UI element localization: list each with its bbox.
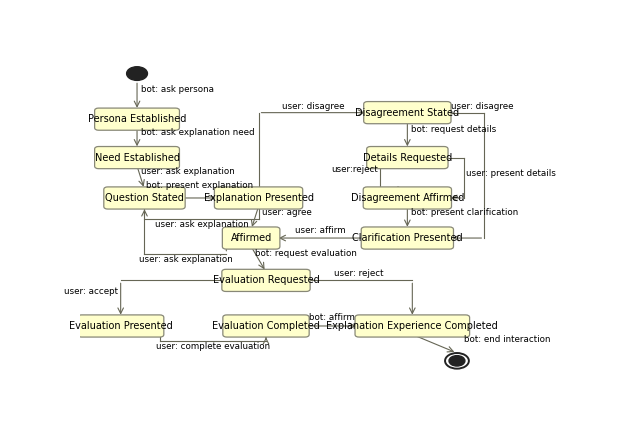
Text: Need Established: Need Established	[95, 153, 180, 162]
Text: Evaluation Completed: Evaluation Completed	[212, 321, 320, 331]
Text: Question Stated: Question Stated	[105, 193, 184, 203]
FancyBboxPatch shape	[367, 146, 448, 169]
Text: user: agree: user: agree	[262, 208, 312, 217]
Text: user: disagree: user: disagree	[282, 102, 344, 111]
Text: bot: request evaluation: bot: request evaluation	[255, 249, 356, 258]
FancyBboxPatch shape	[223, 315, 309, 337]
Text: bot: present explanation: bot: present explanation	[146, 181, 253, 190]
FancyBboxPatch shape	[104, 187, 185, 209]
Text: Evaluation Presented: Evaluation Presented	[68, 321, 173, 331]
FancyBboxPatch shape	[77, 315, 164, 337]
Text: Explanation Presented: Explanation Presented	[204, 193, 314, 203]
Text: user: reject: user: reject	[335, 269, 384, 278]
Text: bot: ask explanation need: bot: ask explanation need	[141, 128, 254, 137]
Text: bot: present clarification: bot: present clarification	[411, 208, 518, 217]
Text: user: ask explanation: user: ask explanation	[155, 220, 248, 229]
Circle shape	[127, 67, 147, 80]
FancyBboxPatch shape	[214, 187, 303, 209]
Text: Details Requested: Details Requested	[363, 153, 452, 162]
Text: Evaluation Requested: Evaluation Requested	[212, 275, 319, 286]
Text: user: affirm: user: affirm	[295, 226, 346, 236]
FancyBboxPatch shape	[364, 187, 451, 209]
FancyBboxPatch shape	[222, 227, 280, 249]
FancyBboxPatch shape	[222, 269, 310, 291]
FancyBboxPatch shape	[95, 146, 179, 169]
Text: Explanation Experience Completed: Explanation Experience Completed	[326, 321, 498, 331]
FancyBboxPatch shape	[364, 102, 451, 124]
Text: Persona Established: Persona Established	[88, 114, 186, 124]
FancyBboxPatch shape	[95, 108, 179, 130]
Text: bot: ask persona: bot: ask persona	[141, 85, 214, 94]
Text: bot: affirm: bot: affirm	[309, 313, 355, 322]
Text: user:reject: user:reject	[332, 165, 378, 173]
Text: user: present details: user: present details	[466, 169, 556, 178]
Text: Affirmed: Affirmed	[230, 233, 272, 243]
FancyBboxPatch shape	[361, 227, 454, 249]
Text: Clarification Presented: Clarification Presented	[352, 233, 463, 243]
Text: user: ask explanation: user: ask explanation	[141, 168, 234, 176]
Text: Disagreement Affirmed: Disagreement Affirmed	[351, 193, 464, 203]
Text: bot: end interaction: bot: end interaction	[465, 335, 551, 344]
Text: user: accept: user: accept	[64, 287, 118, 296]
Circle shape	[445, 353, 469, 369]
Text: user: ask explanation: user: ask explanation	[138, 255, 232, 264]
Text: user: complete evaluation: user: complete evaluation	[156, 342, 270, 351]
FancyBboxPatch shape	[355, 315, 470, 337]
Text: Disagreement Stated: Disagreement Stated	[355, 107, 460, 118]
Text: bot: request details: bot: request details	[411, 125, 496, 134]
Circle shape	[449, 356, 465, 366]
Text: user: disagree: user: disagree	[451, 102, 513, 111]
